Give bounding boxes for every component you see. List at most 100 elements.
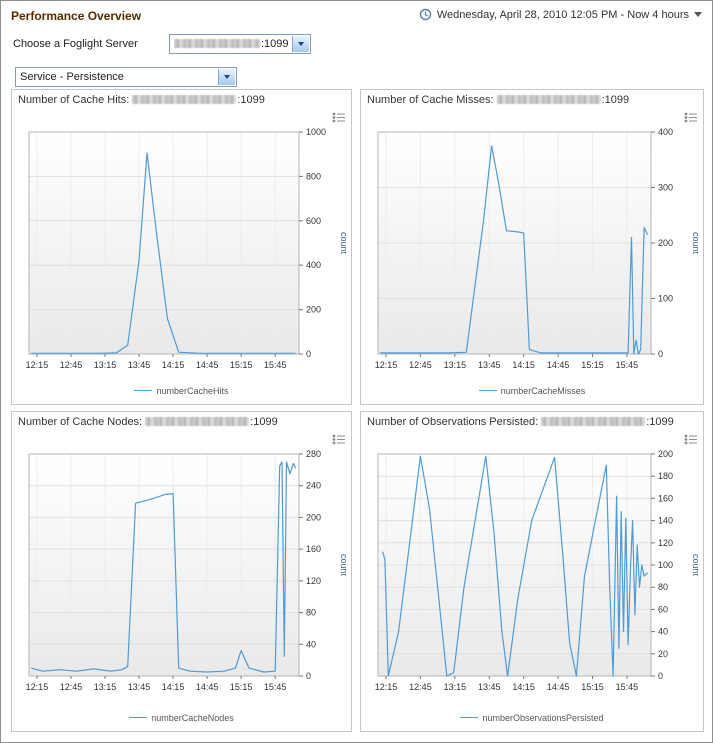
svg-text:280: 280 — [306, 449, 321, 459]
svg-text:15:15: 15:15 — [581, 360, 604, 370]
redacted-server-name — [174, 39, 260, 48]
svg-text:80: 80 — [658, 582, 668, 592]
server-port: :1099 — [261, 38, 289, 50]
svg-text:14:15: 14:15 — [162, 682, 185, 692]
panel-title-text: Number of Cache Hits: — [18, 94, 133, 106]
svg-text:0: 0 — [658, 349, 663, 359]
legend-label: numberCacheHits — [156, 386, 229, 396]
service-combo-value: Service - Persistence — [20, 71, 124, 83]
panel-title-text: Number of Cache Misses: — [367, 94, 497, 106]
svg-text:20: 20 — [658, 649, 668, 659]
panel-title-text: Number of Observations Persisted: — [367, 416, 542, 428]
redacted-server-name — [132, 95, 237, 104]
server-combo-dropdown-button[interactable] — [292, 36, 309, 52]
svg-text:140: 140 — [658, 516, 673, 526]
chart-legend: numberCacheMisses — [361, 386, 703, 396]
server-combo[interactable]: :1099 — [169, 34, 311, 54]
svg-text:200: 200 — [306, 305, 321, 315]
svg-text:160: 160 — [658, 493, 673, 503]
svg-text:180: 180 — [658, 471, 673, 481]
legend-line-swatch — [129, 717, 148, 718]
server-combo-value: :1099 — [174, 38, 292, 50]
panel-cache-nodes: Number of Cache Nodes: :1099 0 40 80 120 160… — [11, 411, 352, 732]
svg-text:14:15: 14:15 — [162, 360, 185, 370]
server-port: :1099 — [646, 416, 674, 428]
svg-text:count: count — [691, 232, 698, 255]
chart-customizer-icon[interactable] — [332, 110, 346, 123]
server-port: :1099 — [237, 94, 265, 106]
svg-text:14:45: 14:45 — [196, 682, 219, 692]
svg-text:13:45: 13:45 — [128, 682, 151, 692]
svg-text:15:15: 15:15 — [230, 682, 253, 692]
time-range-selector[interactable]: Wednesday, April 28, 2010 12:05 PM - Now… — [419, 8, 702, 21]
chart-customizer-icon[interactable] — [684, 432, 698, 445]
svg-text:400: 400 — [658, 127, 673, 137]
chevron-down-icon — [694, 12, 702, 17]
service-combo[interactable]: Service - Persistence — [15, 67, 237, 87]
svg-text:13:15: 13:15 — [444, 360, 467, 370]
svg-text:14:45: 14:45 — [547, 682, 570, 692]
svg-text:15:45: 15:45 — [264, 682, 287, 692]
svg-text:12:45: 12:45 — [409, 682, 432, 692]
svg-text:count: count — [339, 232, 346, 255]
legend-line-swatch — [460, 717, 479, 718]
dropdown-arrow-icon — [224, 75, 230, 79]
redacted-server-name — [496, 95, 601, 104]
svg-text:120: 120 — [306, 576, 321, 586]
svg-text:800: 800 — [306, 171, 321, 181]
svg-text:200: 200 — [306, 512, 321, 522]
redacted-server-name — [145, 417, 250, 426]
svg-text:13:45: 13:45 — [478, 682, 501, 692]
svg-text:15:15: 15:15 — [230, 360, 253, 370]
panel-title: Number of Observations Persisted: :1099 — [367, 416, 697, 428]
redacted-server-name — [541, 417, 646, 426]
panel-title: Number of Cache Misses: :1099 — [367, 94, 697, 106]
panel-title: Number of Cache Hits: :1099 — [18, 94, 345, 106]
svg-text:12:15: 12:15 — [375, 360, 398, 370]
chart-legend: numberCacheHits — [12, 386, 351, 396]
time-range-text: Wednesday, April 28, 2010 12:05 PM - Now… — [436, 8, 689, 21]
chart-customizer-icon[interactable] — [684, 110, 698, 123]
chart-legend: numberObservationsPersisted — [361, 713, 703, 723]
panel-cache-misses: Number of Cache Misses: :1099 0 100 200 300… — [360, 89, 704, 405]
legend-label: numberCacheMisses — [500, 386, 586, 396]
svg-text:14:15: 14:15 — [512, 360, 535, 370]
panel-title-text: Number of Cache Nodes: — [18, 416, 146, 428]
svg-text:13:45: 13:45 — [478, 360, 501, 370]
svg-text:count: count — [691, 554, 698, 577]
page-title: Performance Overview — [11, 9, 142, 23]
svg-text:12:15: 12:15 — [26, 360, 49, 370]
svg-text:0: 0 — [306, 349, 311, 359]
svg-text:600: 600 — [306, 216, 321, 226]
svg-text:1000: 1000 — [306, 127, 326, 137]
clock-icon — [419, 8, 432, 21]
svg-text:14:15: 14:15 — [512, 682, 535, 692]
service-combo-dropdown-button[interactable] — [218, 69, 235, 85]
panel-title: Number of Cache Nodes: :1099 — [18, 416, 345, 428]
svg-text:0: 0 — [306, 671, 311, 681]
svg-text:13:15: 13:15 — [94, 682, 117, 692]
svg-text:count: count — [339, 554, 346, 577]
legend-label: numberCacheNodes — [151, 713, 234, 723]
legend-line-swatch — [134, 390, 153, 391]
svg-text:100: 100 — [658, 294, 673, 304]
server-port: :1099 — [601, 94, 630, 106]
cache-nodes-chart: 0 40 80 120 160 200 240 280 12:15 12:45 13:15 13:45… — [15, 444, 349, 705]
svg-text:12:45: 12:45 — [60, 360, 83, 370]
svg-text:12:15: 12:15 — [26, 682, 49, 692]
svg-text:15:45: 15:45 — [616, 682, 639, 692]
svg-text:0: 0 — [658, 671, 663, 681]
svg-text:13:45: 13:45 — [128, 360, 151, 370]
svg-text:13:15: 13:15 — [94, 360, 117, 370]
panel-cache-hits: Number of Cache Hits: :1099 0 200 400 600 80… — [11, 89, 352, 405]
svg-text:60: 60 — [658, 604, 668, 614]
panel-observations-persisted: Number of Observations Persisted: :1099 … — [360, 411, 704, 732]
svg-text:12:15: 12:15 — [375, 682, 398, 692]
chart-customizer-icon[interactable] — [332, 432, 346, 445]
legend-line-swatch — [478, 390, 497, 391]
svg-text:15:45: 15:45 — [616, 360, 639, 370]
svg-text:14:45: 14:45 — [196, 360, 219, 370]
svg-text:200: 200 — [658, 449, 673, 459]
svg-text:400: 400 — [306, 260, 321, 270]
